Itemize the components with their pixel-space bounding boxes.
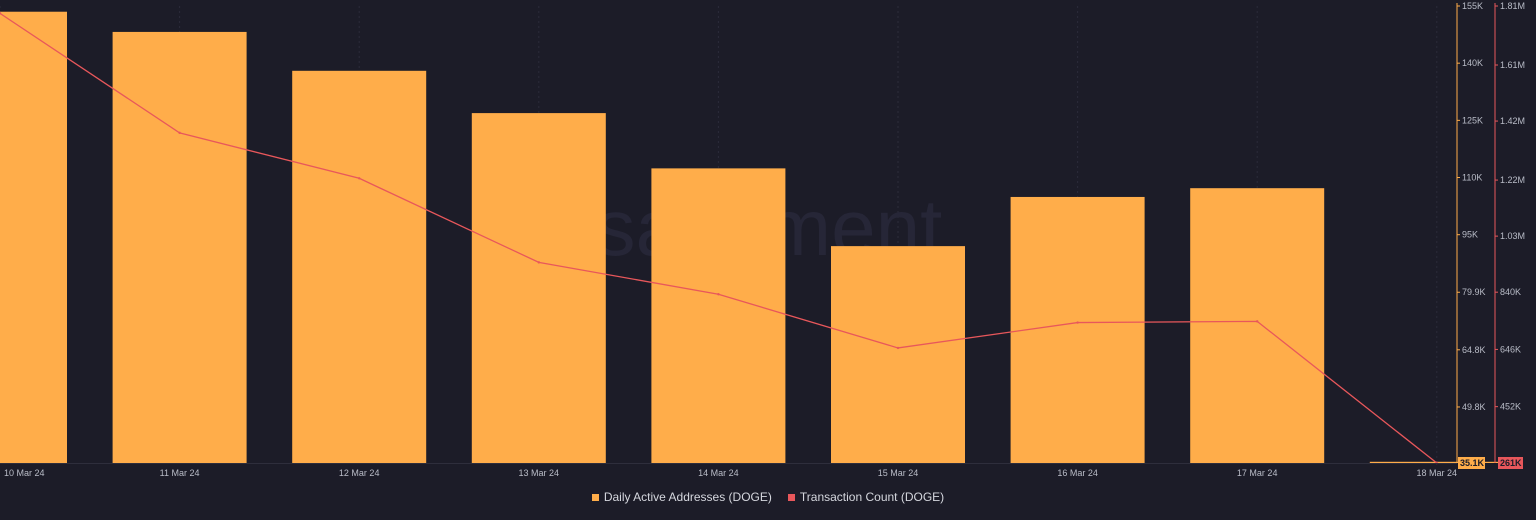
y2-tick-label: 452K (1500, 402, 1521, 412)
y1-tick-label: 49.8K (1462, 402, 1486, 412)
current-value-label-daily-active-addresses: 35.1K (1460, 458, 1485, 468)
y2-tick-label: 646K (1500, 344, 1521, 354)
legend-swatch-orange (591, 493, 599, 501)
line-point-17-mar-24[interactable] (1256, 320, 1259, 323)
legend-label-transaction-count: Transaction Count (DOGE) (799, 490, 945, 504)
current-value-badge-transaction-count (1498, 457, 1523, 469)
x-tick-label: 11 Mar 24 (160, 468, 200, 478)
y2-tick-label: 1.22M (1500, 175, 1525, 185)
chart-bar-10-mar-24[interactable] (0, 11, 67, 464)
y2-tick-label: 1.42M (1500, 116, 1525, 126)
y1-tick-label: 64.8K (1462, 345, 1486, 355)
y2-tick-label: 1.81M (1500, 1, 1525, 11)
chart-bar-11-mar-24[interactable] (112, 31, 247, 463)
chart-bar-14-mar-24[interactable] (651, 168, 786, 464)
y2-tick-label: 1.61M (1500, 60, 1525, 70)
y1-tick-label: 140K (1462, 58, 1483, 68)
current-value-label-transaction-count: 261K (1500, 458, 1522, 468)
line-point-10-mar-24[interactable] (0, 12, 2, 15)
legend-swatch-red (787, 493, 795, 501)
chart-bar-15-mar-24[interactable] (831, 246, 965, 463)
line-point-11-mar-24[interactable] (178, 131, 181, 135)
y1-tick-label: 110K (1462, 173, 1482, 183)
y1-tick-label: 95K (1462, 230, 1478, 240)
y2-tick-label: 1.03M (1500, 231, 1525, 241)
legend-item-daily-active-addresses[interactable]: Daily Active Addresses (DOGE) (591, 490, 772, 504)
y1-tick-label: 125K (1462, 115, 1483, 125)
x-tick-label: 10 Mar 24 (4, 468, 45, 478)
x-tick-label: 12 Mar 24 (339, 468, 380, 478)
y2-tick-label: 840K (1500, 287, 1521, 297)
chart-bar-17-mar-24[interactable] (1190, 188, 1325, 463)
chart-bar-12-mar-24[interactable] (292, 70, 427, 464)
chart-legend: Daily Active Addresses (DOGE) Transactio… (0, 490, 1536, 504)
legend-label-daily-active-addresses: Daily Active Addresses (DOGE) (603, 490, 772, 504)
line-point-16-mar-24[interactable] (1076, 321, 1079, 324)
y1-tick-label: 155K (1462, 1, 1483, 11)
line-point-14-mar-24[interactable] (717, 293, 720, 296)
x-tick-label: 14 Mar 24 (698, 468, 739, 478)
y1-tick-label: 79.9K (1462, 287, 1486, 297)
x-tick-label: 17 Mar 24 (1237, 468, 1278, 478)
line-point-12-mar-24[interactable] (358, 177, 361, 180)
x-tick-label: 16 Mar 24 (1057, 468, 1098, 478)
x-tick-label: 13 Mar 24 (519, 468, 560, 478)
line-point-13-mar-24[interactable] (537, 261, 540, 264)
legend-item-transaction-count[interactable]: Transaction Count (DOGE) (787, 490, 945, 504)
chart-bar-16-mar-24[interactable] (1010, 196, 1145, 463)
current-value-badge-daily-active-addresses (1458, 457, 1485, 469)
line-point-15-mar-24[interactable] (896, 346, 900, 350)
x-tick-label: 15 Mar 24 (878, 468, 919, 478)
chart-bar-13-mar-24[interactable] (471, 113, 606, 463)
x-tick-label: 18 Mar 24 (1417, 468, 1458, 478)
